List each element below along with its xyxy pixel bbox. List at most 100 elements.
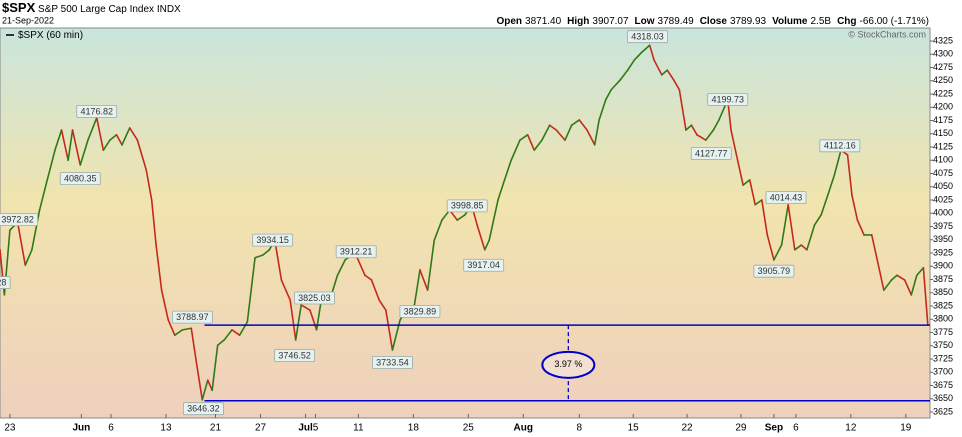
price-segment <box>653 59 663 76</box>
y-tick-label: 3675 <box>933 380 953 390</box>
symbol: $SPX <box>2 0 36 15</box>
y-tick-label: 4300 <box>933 49 953 59</box>
y-tick-label: 4275 <box>933 62 953 72</box>
price-segment <box>173 329 184 336</box>
price-segment <box>856 219 865 236</box>
price-segment <box>833 149 842 176</box>
annotation-box <box>76 105 118 118</box>
price-segment <box>488 199 499 242</box>
price-segment <box>60 129 69 162</box>
price-segment <box>289 299 297 341</box>
price-segment <box>336 259 346 277</box>
price-segment <box>800 244 808 251</box>
price-segment <box>619 69 629 82</box>
y-tick-label: 3775 <box>933 327 953 337</box>
annotation-label: 3884.28 <box>0 277 6 287</box>
price-segment <box>773 244 783 261</box>
x-tick-label: 29 <box>735 423 747 434</box>
price-segment <box>309 309 318 331</box>
x-tick-label: 27 <box>255 423 267 434</box>
price-segment <box>211 344 219 392</box>
price-segment <box>195 364 204 401</box>
price-segment <box>851 194 859 221</box>
y-tick-label: 3950 <box>933 234 953 244</box>
annotation-box <box>399 305 441 318</box>
price-segment <box>813 214 822 226</box>
y-tick-label: 4000 <box>933 208 953 218</box>
price-segment <box>876 259 885 291</box>
annotation-box <box>0 276 11 289</box>
y-tick-label: 3875 <box>933 274 953 284</box>
annotation-label: 4318.03 <box>631 32 664 42</box>
quote-key: Low <box>635 16 655 27</box>
price-segment <box>145 168 153 201</box>
price-segment <box>95 117 105 151</box>
y-tick-label: 4325 <box>933 35 953 45</box>
annotation-label: 4080.35 <box>64 174 97 184</box>
annotation-label: 3825.03 <box>298 293 331 303</box>
annotation-label: 3746.52 <box>278 350 311 360</box>
annotation-label: 4014.43 <box>770 192 803 202</box>
x-tick-label: 6 <box>108 423 114 434</box>
quote-value: 3907.07 <box>592 16 629 27</box>
annotation-label: 4176.82 <box>80 106 113 116</box>
price-segment <box>555 129 566 141</box>
price-segment <box>526 134 536 151</box>
price-segment <box>604 88 613 101</box>
quote-key: Chg <box>837 16 856 27</box>
x-tick-label: 18 <box>408 423 420 434</box>
annotation-label: 3646.32 <box>187 404 220 414</box>
index-name: S&P 500 Large Cap Index <box>38 4 154 15</box>
price-segment <box>115 134 123 146</box>
annotation-box <box>753 264 795 278</box>
price-segment <box>826 174 836 197</box>
quote-key: Volume <box>772 16 808 27</box>
annotation-box <box>274 349 316 363</box>
x-tick-label: Jun <box>72 423 90 434</box>
price-segment <box>593 119 600 146</box>
price-segment <box>678 88 687 131</box>
quote-value: 3871.40 <box>525 16 562 27</box>
price-segment <box>503 159 512 181</box>
x-tick-label: 8 <box>577 423 583 434</box>
annotation-label: 3998.85 <box>451 201 484 211</box>
y-tick-label: 4125 <box>933 141 953 151</box>
quote-value: -66.00 (-1.71%) <box>860 16 929 27</box>
price-segment <box>641 44 651 53</box>
price-segment <box>780 203 789 246</box>
annotation-label: 3733.54 <box>376 357 409 367</box>
price-segment <box>109 134 118 141</box>
price-segment <box>155 244 163 291</box>
y-tick-label: 3850 <box>933 287 953 297</box>
price-segment <box>128 127 139 141</box>
x-tick-label: 21 <box>210 423 222 434</box>
price-segment <box>548 124 558 131</box>
price-segment <box>541 124 551 141</box>
quote-value: 3789.93 <box>730 16 767 27</box>
price-segment <box>510 139 521 162</box>
price-segment <box>820 194 829 216</box>
price-segment <box>748 179 757 206</box>
price-segment <box>181 327 193 331</box>
price-segment <box>54 129 63 151</box>
price-segment <box>896 274 906 281</box>
price-segment <box>910 274 918 296</box>
annotation-label: 4127.77 <box>695 148 728 158</box>
x-tick-label: 15 <box>628 423 640 434</box>
y-tick-label: 4150 <box>933 128 953 138</box>
price-segment <box>246 256 256 323</box>
x-tick-label: 6 <box>793 423 799 434</box>
price-segment <box>704 129 715 141</box>
y-tick-label: 3725 <box>933 353 953 363</box>
annotation-box <box>819 139 861 153</box>
price-segment <box>31 209 41 251</box>
x-tick-label: 5 <box>313 423 319 434</box>
price-segment <box>883 279 893 291</box>
annotation-box <box>335 245 377 259</box>
y-tick-label: 3825 <box>933 300 953 310</box>
y-tick-label: 3800 <box>933 314 953 324</box>
price-segment <box>201 379 209 401</box>
price-segment <box>570 119 581 127</box>
price-segment <box>419 269 429 291</box>
y-tick-label: 4075 <box>933 168 953 178</box>
